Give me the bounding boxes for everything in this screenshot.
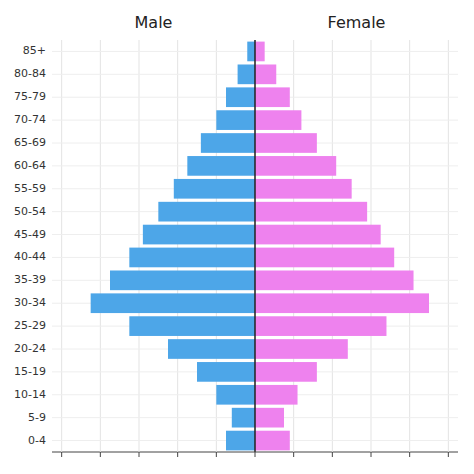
bar bbox=[129, 316, 255, 336]
x-tick bbox=[332, 452, 333, 457]
grid-line bbox=[409, 40, 410, 452]
grid-line bbox=[100, 40, 101, 452]
bar bbox=[232, 408, 255, 428]
x-tick bbox=[371, 452, 372, 457]
x-tick bbox=[448, 452, 449, 457]
y-tick-label: 55-59 bbox=[14, 182, 46, 195]
y-tick-label: 75-79 bbox=[14, 90, 46, 103]
y-tick-label: 25-29 bbox=[14, 319, 46, 332]
y-tick-label: 45-49 bbox=[14, 228, 46, 241]
grid-line bbox=[371, 40, 372, 452]
y-tick-label: 60-64 bbox=[14, 159, 46, 172]
bar bbox=[216, 110, 255, 130]
bar bbox=[187, 156, 255, 176]
y-tick-label: 35-39 bbox=[14, 273, 46, 286]
chart: 0-4 5-9 10-14 15-19 20-24 25-29 30-34 35-39 40-4… bbox=[0, 0, 474, 474]
x-tick bbox=[100, 452, 101, 457]
bar bbox=[110, 270, 255, 290]
grid bbox=[52, 40, 458, 452]
x-tick bbox=[409, 452, 410, 457]
bar bbox=[247, 42, 255, 62]
bar bbox=[129, 248, 255, 268]
x-tick bbox=[139, 452, 140, 457]
bar bbox=[255, 408, 284, 428]
y-tick-label: 70-74 bbox=[14, 113, 46, 126]
y-tick-label: 0-4 bbox=[28, 434, 46, 447]
grid-line bbox=[61, 40, 62, 452]
x-tick bbox=[177, 452, 178, 457]
center-line bbox=[254, 40, 256, 452]
bar bbox=[197, 362, 255, 382]
y-tick-label: 65-69 bbox=[14, 136, 46, 149]
bar bbox=[255, 179, 352, 199]
bar bbox=[255, 362, 317, 382]
bar bbox=[255, 110, 301, 130]
bar bbox=[255, 156, 336, 176]
bar bbox=[216, 385, 255, 405]
grid-line bbox=[332, 40, 333, 452]
y-tick-label: 5-9 bbox=[28, 411, 46, 424]
y-tick-label: 10-14 bbox=[14, 388, 46, 401]
grid-line bbox=[448, 40, 449, 452]
y-tick-label: 50-54 bbox=[14, 205, 46, 218]
series-label: Male bbox=[135, 13, 173, 32]
y-tick-label: 85+ bbox=[23, 44, 46, 57]
bar bbox=[91, 293, 255, 313]
bar bbox=[255, 225, 381, 245]
x-tick bbox=[61, 452, 62, 457]
bar bbox=[255, 339, 348, 359]
bar bbox=[226, 431, 255, 451]
grid-line bbox=[255, 40, 256, 452]
bar bbox=[168, 339, 255, 359]
y-tick-label: 80-84 bbox=[14, 67, 46, 80]
y-tick-label: 40-44 bbox=[14, 250, 46, 263]
axes: 0-4 5-9 10-14 15-19 20-24 25-29 30-34 35-39 40-4… bbox=[14, 44, 458, 457]
bar bbox=[143, 225, 255, 245]
y-tick-label: 15-19 bbox=[14, 365, 46, 378]
bar bbox=[255, 293, 429, 313]
bar bbox=[238, 64, 255, 84]
bar bbox=[201, 133, 255, 153]
grid-line bbox=[139, 40, 140, 452]
bar bbox=[255, 316, 386, 336]
bar bbox=[255, 87, 290, 107]
bar bbox=[255, 202, 367, 222]
bar bbox=[255, 270, 414, 290]
y-tick-label: 30-34 bbox=[14, 296, 46, 309]
bar bbox=[174, 179, 255, 199]
bar bbox=[255, 248, 394, 268]
x-tick bbox=[255, 452, 256, 457]
bar bbox=[255, 133, 317, 153]
bar bbox=[255, 431, 290, 451]
y-tick-label: 20-24 bbox=[14, 342, 46, 355]
x-tick bbox=[216, 452, 217, 457]
series-label: Female bbox=[328, 13, 386, 32]
bar bbox=[158, 202, 255, 222]
grid-line bbox=[177, 40, 178, 452]
bar bbox=[226, 87, 255, 107]
bars bbox=[91, 42, 429, 451]
bar bbox=[255, 42, 265, 62]
bar bbox=[255, 385, 298, 405]
bar bbox=[255, 64, 276, 84]
x-tick bbox=[293, 452, 294, 457]
